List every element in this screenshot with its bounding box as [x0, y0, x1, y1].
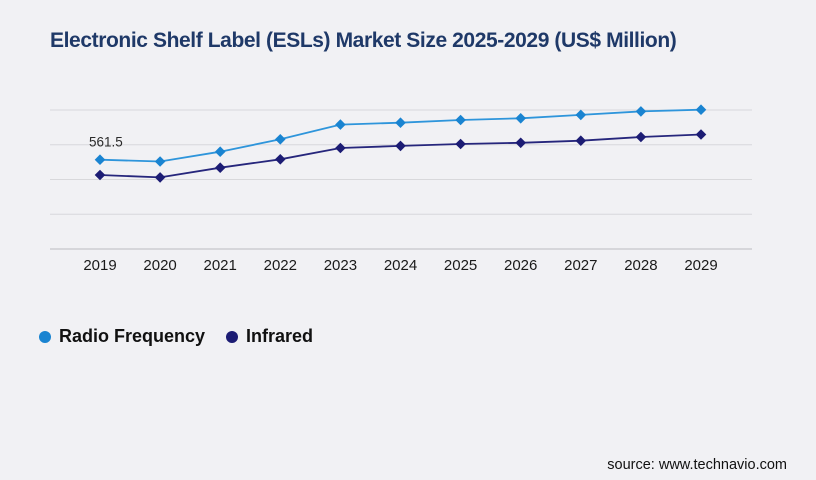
- svg-text:2027: 2027: [564, 257, 597, 274]
- svg-text:2021: 2021: [204, 257, 237, 274]
- svg-text:2029: 2029: [684, 257, 717, 274]
- legend-item-infrared: Infrared: [226, 326, 313, 347]
- page-title: Electronic Shelf Label (ESLs) Market Siz…: [50, 29, 677, 52]
- source-credit: source: www.technavio.com: [607, 457, 787, 473]
- radio-frequency-marker-icon: [39, 330, 51, 343]
- legend: Radio Frequency Infrared: [39, 326, 313, 347]
- legend-item-radio-frequency: Radio Frequency: [39, 326, 205, 347]
- svg-text:561.5: 561.5: [89, 135, 123, 150]
- svg-text:2024: 2024: [384, 257, 417, 274]
- svg-text:2023: 2023: [324, 257, 357, 274]
- svg-text:2019: 2019: [83, 257, 116, 274]
- svg-text:2025: 2025: [444, 257, 477, 274]
- infrared-marker-icon: [226, 330, 239, 343]
- svg-text:2020: 2020: [143, 257, 176, 274]
- svg-text:2028: 2028: [624, 257, 657, 274]
- svg-text:2022: 2022: [264, 257, 297, 274]
- svg-text:2026: 2026: [504, 257, 537, 274]
- legend-label-radio-frequency: Radio Frequency: [59, 326, 206, 346]
- market-size-line-chart: 2019 2020 2021 2022 2023 2024 2025 2026 2027 2028…: [50, 104, 752, 274]
- legend-label-infrared: Infrared: [246, 326, 314, 346]
